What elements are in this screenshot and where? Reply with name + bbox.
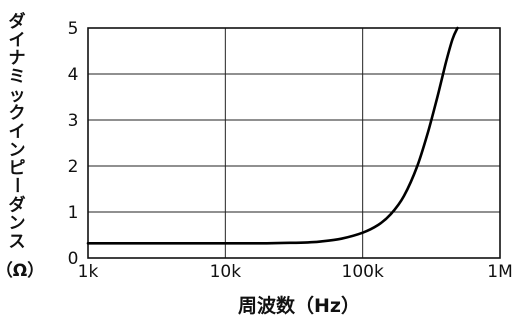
y-tick-label: 2 [68, 157, 79, 177]
y-tick-label: 0 [68, 249, 79, 269]
y-axis-unit: （Ω） [0, 260, 44, 281]
y-tick-label: 3 [68, 111, 79, 131]
impedance-curve [86, 26, 459, 245]
y-axis-label-char: ス [9, 232, 26, 252]
y-axis-label-char: ン [9, 140, 26, 160]
x-tick-label: 10k [210, 262, 242, 282]
y-axis-label-char: イ [9, 30, 26, 50]
y-axis-label-char: ダ [9, 194, 26, 215]
y-axis-label-char: ク [9, 104, 26, 124]
x-tick-labels: 1k 10k 100k 1M [78, 262, 513, 282]
y-axis-label-char: ピ [9, 159, 26, 179]
x-tick-label: 1M [487, 262, 512, 282]
x-tick-label: 1k [78, 262, 99, 282]
y-axis-label-char: ミ [9, 67, 26, 87]
y-axis-label-char: ン [9, 214, 26, 234]
y-axis-label-char: ッ [9, 85, 26, 105]
grid-lines [88, 28, 500, 258]
y-tick-label: 1 [68, 203, 79, 223]
y-axis-label-char: ナ [9, 49, 26, 69]
y-tick-label: 4 [68, 65, 79, 85]
y-axis-label-char: ダ [9, 11, 26, 32]
y-tick-labels: 0 1 2 3 4 5 [68, 19, 79, 269]
x-tick-label: 100k [342, 262, 384, 282]
y-tick-label: 5 [68, 19, 79, 39]
plot-frame [87, 27, 501, 259]
y-axis-label-char: ー [6, 177, 26, 194]
x-axis-label: 周波数（Hz） [238, 294, 360, 317]
y-axis-label-char: イ [9, 122, 26, 142]
